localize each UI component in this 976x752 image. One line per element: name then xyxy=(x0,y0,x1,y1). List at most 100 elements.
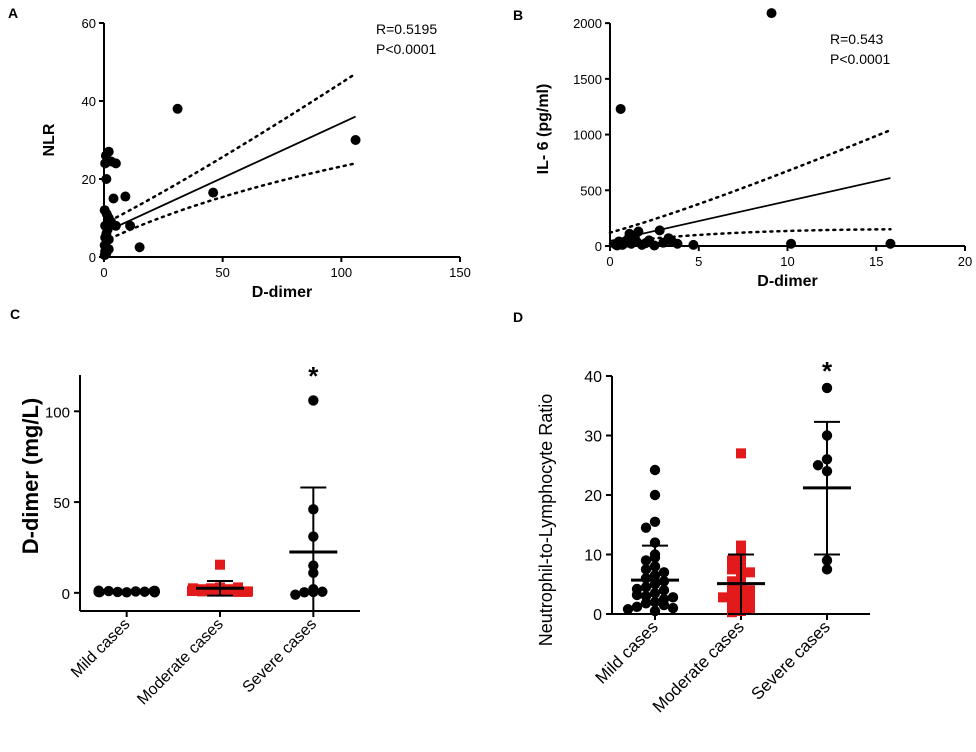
data-point xyxy=(640,522,652,533)
data-point xyxy=(766,8,777,19)
y-tick-label: 0 xyxy=(595,239,602,254)
x-axis-label: D-dimer xyxy=(252,284,312,301)
data-point xyxy=(108,193,119,204)
x-tick-label: 15 xyxy=(869,254,883,269)
data-point xyxy=(99,250,110,261)
panel-label: C xyxy=(10,306,20,322)
data-point xyxy=(786,238,797,249)
data-point xyxy=(243,586,253,597)
y-tick-label: 2000 xyxy=(573,16,602,31)
data-point xyxy=(649,464,661,476)
data-point xyxy=(672,238,683,249)
x-tick-label: 50 xyxy=(215,265,229,280)
data-point xyxy=(727,600,737,611)
data-point xyxy=(885,238,896,249)
data-point xyxy=(640,573,652,584)
panel-b: B 0 5 10 15 20 0 500 1000 1500 2000 D-dimer IL- 6 (p… xyxy=(513,7,972,290)
y-tick-label: 40 xyxy=(82,94,96,109)
y-tick-label: 20 xyxy=(82,172,96,187)
y-tick-label: 0 xyxy=(89,250,96,265)
regression-line xyxy=(103,115,356,234)
data-point xyxy=(110,220,121,231)
data-point xyxy=(658,599,670,611)
stat-text: R=0.543 xyxy=(830,31,884,47)
panel-label: A xyxy=(8,5,18,21)
x-tick-label: Moderate cases xyxy=(649,617,748,716)
data-point xyxy=(120,191,131,202)
data-point xyxy=(631,583,643,595)
panel-a: A 0 50 100 150 0 20 40 60 D-dimer NLR R=0.5195 P<0.0… xyxy=(8,5,471,301)
data-point xyxy=(727,576,737,587)
panel-label: B xyxy=(513,7,523,23)
y-axis-label: D-dimer (mg/L) xyxy=(18,398,43,554)
data-point xyxy=(633,226,644,237)
data-point xyxy=(612,240,623,251)
y-tick-label: 0 xyxy=(62,586,70,603)
data-point xyxy=(93,586,104,598)
significance-marker: * xyxy=(822,356,833,386)
y-tick-label: 30 xyxy=(584,429,602,446)
data-point xyxy=(172,103,183,114)
data-point xyxy=(224,586,234,597)
data-point xyxy=(308,395,319,406)
data-point xyxy=(727,564,737,575)
data-point xyxy=(640,598,652,609)
x-tick-label: 0 xyxy=(100,265,107,280)
data-point xyxy=(821,564,833,575)
x-tick-label: Severe cases xyxy=(240,616,321,697)
stat-text: R=0.5195 xyxy=(376,21,437,37)
ci-upper-line xyxy=(608,128,892,234)
data-point xyxy=(736,546,746,557)
y-tick-label: 0 xyxy=(593,607,602,624)
ci-upper-line xyxy=(102,72,357,226)
data-point xyxy=(640,555,652,566)
data-point xyxy=(745,585,755,596)
y-tick-label: 10 xyxy=(584,548,602,565)
x-tick-label: 0 xyxy=(606,254,613,269)
y-tick-label: 1000 xyxy=(573,128,602,143)
y-axis-label: IL- 6 (pg/ml) xyxy=(535,84,552,175)
data-point xyxy=(134,242,145,253)
data-point xyxy=(317,586,328,597)
data-point xyxy=(812,460,824,471)
data-point xyxy=(100,150,111,161)
x-tick-label: 100 xyxy=(330,265,352,280)
x-tick-label: Severe cases xyxy=(748,617,834,703)
x-axis-label: D-dimer xyxy=(757,273,817,290)
y-tick-label: 40 xyxy=(584,369,602,386)
data-point xyxy=(631,601,643,613)
stat-text: P<0.0001 xyxy=(376,41,437,57)
y-axis-label: Neutrophil-to-Lymphocyte Ratio xyxy=(536,394,556,646)
data-point xyxy=(640,564,652,575)
data-point xyxy=(727,591,737,602)
y-tick-label: 20 xyxy=(584,488,602,505)
data-point xyxy=(208,187,219,198)
data-point xyxy=(727,555,737,566)
data-point xyxy=(718,592,728,603)
x-tick-label: 10 xyxy=(780,254,794,269)
y-tick-label: 60 xyxy=(82,16,96,31)
stat-text: P<0.0001 xyxy=(830,51,891,67)
x-tick-label: Mild cases xyxy=(68,616,133,681)
data-point xyxy=(745,594,755,605)
y-tick-label: 100 xyxy=(45,404,70,421)
x-tick-label: 150 xyxy=(449,265,471,280)
data-point xyxy=(649,240,660,251)
data-point xyxy=(821,555,833,566)
significance-marker: * xyxy=(308,361,319,391)
data-point xyxy=(736,540,746,551)
data-point xyxy=(658,585,670,596)
data-point xyxy=(206,586,216,597)
y-tick-label: 500 xyxy=(580,183,602,198)
data-point xyxy=(745,567,755,578)
data-point xyxy=(125,220,136,231)
data-point xyxy=(215,559,225,570)
data-point xyxy=(640,590,652,602)
data-point xyxy=(290,589,301,600)
data-point xyxy=(727,582,737,593)
data-point xyxy=(658,567,670,578)
data-point xyxy=(615,103,626,114)
data-point xyxy=(667,592,679,603)
data-point xyxy=(745,603,755,614)
data-point xyxy=(649,489,661,501)
